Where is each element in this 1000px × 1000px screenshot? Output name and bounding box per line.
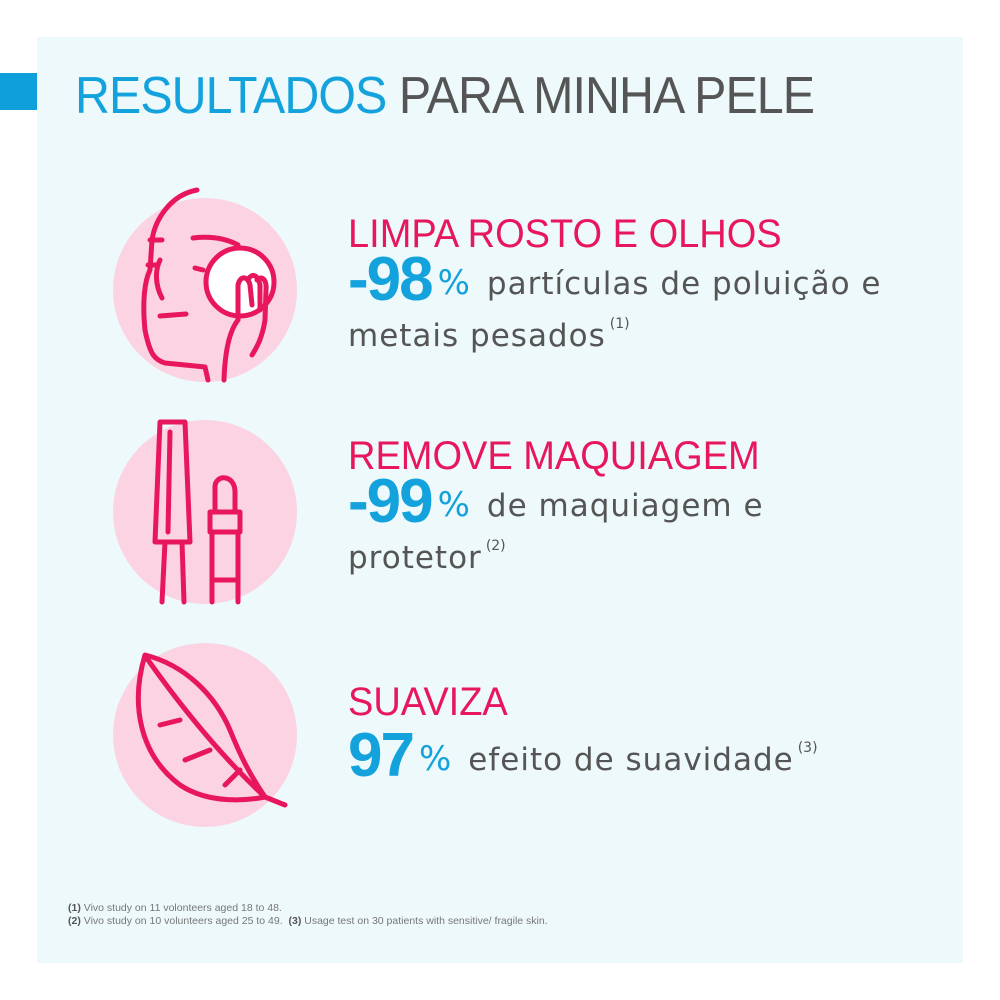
feather-icon xyxy=(113,643,297,827)
footnotes: (1) Vivo study on 11 volonteers aged 18 … xyxy=(68,902,548,927)
result-item-softness: SUAVIZA 97% efeito de suavidade (3) xyxy=(348,680,818,790)
mascara-lipstick-icon xyxy=(113,419,297,605)
face-cleansing-pad-icon xyxy=(113,187,297,383)
result-item-face: LIMPA ROSTO E OLHOS -98% partículas de po… xyxy=(348,212,882,354)
result-item-makeup: REMOVE MAQUIAGEM -99% de maquiagem e prote… xyxy=(348,434,764,576)
page-title: RESULTADOS PARA MINHA PELE xyxy=(75,67,815,125)
accent-bar xyxy=(0,73,37,110)
